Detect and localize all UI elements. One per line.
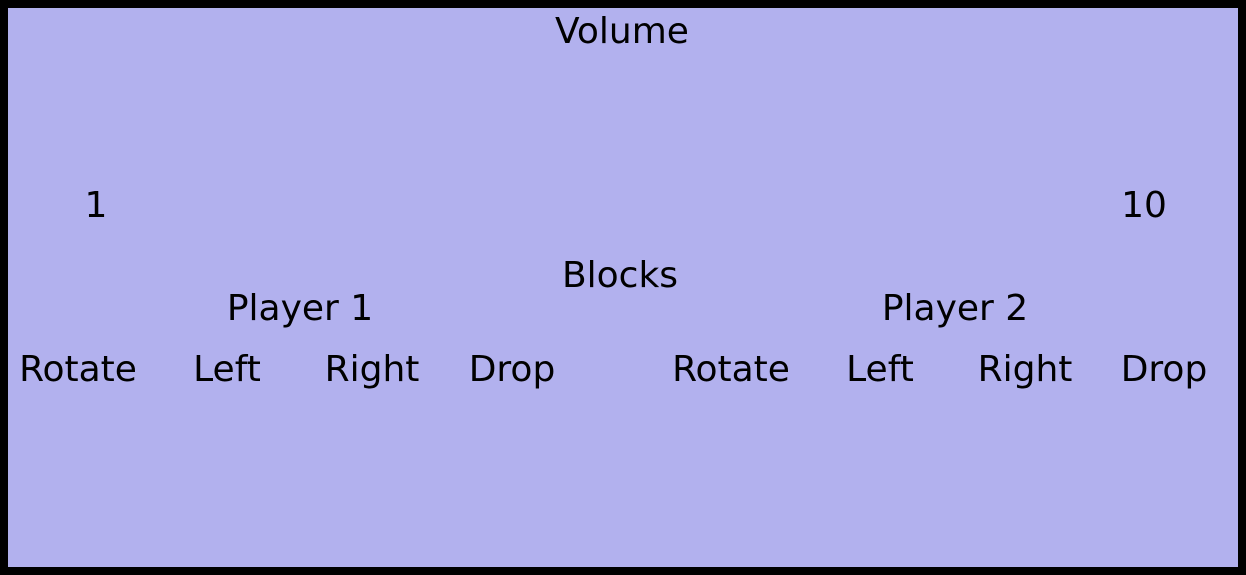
player2-title: Player 2 (881, 288, 1029, 329)
settings-panel: Volume 1 10 Blocks Player 1 Player 2 Rot… (8, 8, 1238, 567)
volume-title: Volume (555, 11, 689, 52)
player1-left-key[interactable]: Left (193, 349, 261, 390)
volume-max-label: 10 (1121, 185, 1167, 226)
player1-title: Player 1 (226, 288, 374, 329)
blocks-title: Blocks (561, 255, 679, 296)
player2-right-key[interactable]: Right (977, 349, 1073, 390)
player2-rotate-key[interactable]: Rotate (672, 349, 790, 390)
player1-rotate-key[interactable]: Rotate (19, 349, 137, 390)
player2-left-key[interactable]: Left (846, 349, 914, 390)
volume-min-label: 1 (84, 185, 108, 226)
player2-drop-key[interactable]: Drop (1120, 349, 1208, 390)
player1-drop-key[interactable]: Drop (468, 349, 556, 390)
player1-right-key[interactable]: Right (324, 349, 420, 390)
